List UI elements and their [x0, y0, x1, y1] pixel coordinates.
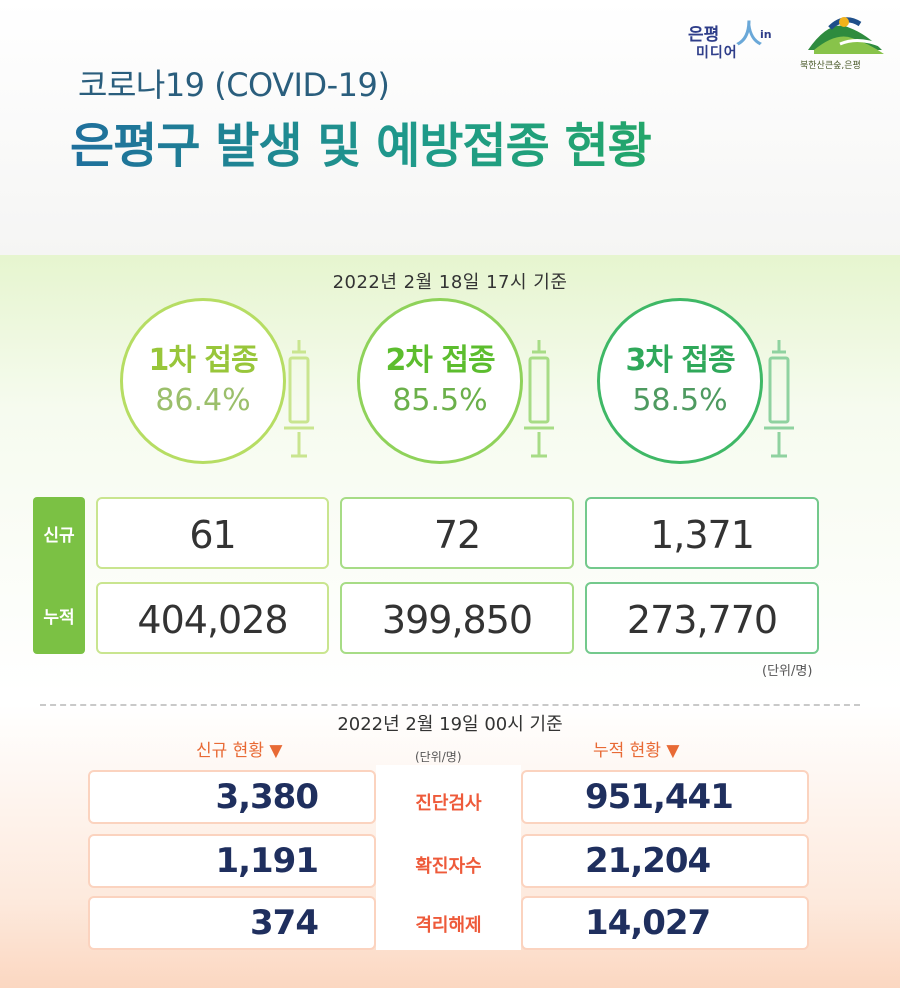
page-title: 은평구 발생 및 예방접종 현황: [70, 106, 652, 176]
dose1-cumulative: 404,028: [96, 582, 329, 654]
dose-rate: 86.4%: [155, 383, 251, 418]
eunpyeong-gu-logo: 북한산큰숲,은평: [800, 10, 890, 72]
cases-as-of: 2022년 2월 19일 00시 기준: [337, 714, 563, 735]
dose-rate: 85.5%: [392, 383, 488, 418]
row-label-new: 신규: [43, 526, 75, 546]
syringe-icon: [764, 340, 794, 458]
new-released: 374: [88, 896, 376, 950]
dose2-cumulative: 399,850: [340, 582, 574, 654]
dose-rate: 58.5%: [632, 383, 728, 418]
dose1-new: 61: [96, 497, 329, 569]
cumulative-tests: 951,441: [521, 770, 809, 824]
vaccination-as-of: 2022년 2월 18일 17시 기준: [332, 272, 568, 293]
syringe-icon: [524, 340, 554, 458]
case-labels-column: 진단검사 확진자수 격리해제: [376, 765, 521, 950]
mountain-logo-icon: [808, 17, 884, 54]
dose3-cumulative: 273,770: [585, 582, 819, 654]
new-tests: 3,380: [88, 770, 376, 824]
syringe-icon: [284, 340, 314, 458]
dose1-circle: 1차 접종 86.4%: [120, 298, 286, 464]
dose3-new: 1,371: [585, 497, 819, 569]
cumulative-released: 14,027: [521, 896, 809, 950]
dose3-circle: 3차 접종 58.5%: [597, 298, 763, 464]
new-status-header: 신규 현황 ▼: [196, 741, 283, 761]
cases-unit: (단위/명): [415, 750, 462, 764]
person-icon: 人: [736, 20, 763, 50]
title-subtitle: 코로나19 (COVID-19): [78, 66, 390, 104]
header-background: [0, 0, 900, 255]
row-label-cumulative: 누적: [43, 608, 75, 628]
new-confirmed: 1,191: [88, 834, 376, 888]
dose2-new: 72: [340, 497, 574, 569]
case-label: 진단검사: [415, 793, 482, 814]
row-labels: 신규 누적: [33, 497, 85, 654]
eunpyeong-media-logo: 은평 人 in 미디어: [688, 14, 780, 61]
case-label: 격리해제: [415, 915, 482, 936]
dose2-circle: 2차 접종 85.5%: [357, 298, 523, 464]
dose-label: 2차 접종: [385, 343, 495, 378]
section-divider: [40, 704, 860, 706]
case-label: 확진자수: [415, 856, 482, 877]
cumulative-confirmed: 21,204: [521, 834, 809, 888]
cumulative-status-header: 누적 현황 ▼: [593, 741, 680, 761]
dose-label: 1차 접종: [148, 343, 258, 378]
dose-label: 3차 접종: [625, 343, 735, 378]
vaccination-unit: (단위/명): [762, 664, 813, 679]
